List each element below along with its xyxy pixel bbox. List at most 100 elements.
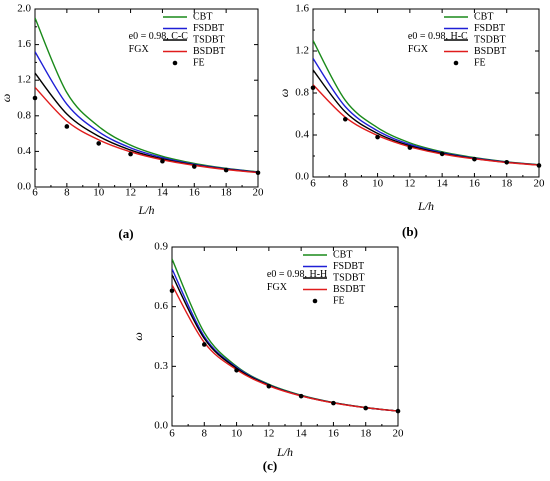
legend-label: BSDBT (474, 46, 506, 57)
chart-panel-1: 6 8 10 12 14 16 18 20 0.0 0.4 0.8 1.2 1.6 2.0 L/h ω (a) C… (0, 3, 264, 241)
x-axis-title: L/h (276, 445, 293, 459)
fe-point (472, 156, 477, 162)
x-tick-label: 16 (328, 428, 340, 440)
x-axis-title: L/h (417, 199, 434, 213)
annotation-text: e0 = 0.98, C-C (129, 31, 189, 42)
fe-point (255, 170, 261, 176)
fe-point (128, 151, 133, 157)
fe-point (160, 158, 165, 164)
y-tick-label: 0.4 (295, 129, 309, 141)
x-tick-label: 6 (310, 178, 316, 190)
series-line-bsdbt (172, 284, 398, 412)
fe-point (363, 405, 369, 411)
fe-point (96, 141, 102, 146)
series-group (313, 40, 539, 166)
legend-label: TSDBT (474, 34, 506, 45)
panel-label: (b) (402, 224, 418, 239)
legend-label: FSDBT (333, 261, 364, 272)
x-tick-label: 14 (157, 187, 169, 199)
y-tick-label: 0.0 (295, 171, 309, 183)
series-line-bsdbt (313, 84, 539, 166)
x-tick-label: 20 (534, 178, 546, 190)
y-tick-label: 0.6 (154, 300, 168, 312)
y-tick-label: 0.9 (154, 241, 168, 253)
fe-point (375, 134, 380, 140)
y-tick-label: 0.0 (154, 420, 168, 432)
fe-point (342, 116, 348, 122)
legend-label: CBT (333, 249, 352, 260)
fe-point (536, 163, 542, 168)
legend-label: FE (193, 57, 205, 68)
fe-point (234, 368, 239, 373)
series-line-cbt (313, 40, 539, 166)
annotation-text: e0 = 0.98, H-C (408, 31, 468, 42)
y-tick-label: 0.3 (154, 360, 168, 372)
legend-label: TSDBT (193, 34, 225, 45)
legend-label: FE (474, 57, 486, 68)
fe-point (439, 151, 445, 157)
y-axis-title: ω (277, 89, 291, 97)
x-tick-label: 18 (360, 428, 372, 440)
panel-label: (a) (118, 226, 133, 241)
y-tick-label: 1.2 (295, 45, 309, 57)
x-tick-label: 16 (189, 187, 201, 199)
x-tick-label: 18 (221, 187, 233, 199)
x-tick-label: 10 (93, 187, 105, 199)
x-tick-label: 8 (343, 178, 349, 190)
x-tick-label: 20 (393, 428, 405, 440)
legend-label: CBT (474, 11, 493, 22)
legend-label: CBT (193, 11, 212, 22)
x-axis-title: L/h (137, 203, 154, 217)
panel-label: (c) (263, 458, 277, 473)
chart-panel-2: 6 8 10 12 14 16 18 200.00.40.81.21.6L/hω(b)CBTF… (277, 3, 545, 239)
fe-point (223, 167, 229, 173)
series-line-fsdbt (35, 51, 258, 173)
x-tick-label: 14 (437, 178, 449, 190)
series-line-bsdbt (35, 86, 258, 174)
legend-label: BSDBT (193, 46, 225, 57)
y-tick-label: 1.6 (17, 38, 31, 50)
y-tick-label: 1.6 (295, 3, 309, 15)
y-tick-label: 1.2 (17, 74, 31, 86)
fe-point (191, 164, 197, 169)
x-tick-label: 12 (404, 178, 415, 190)
fe-point (64, 124, 70, 129)
y-tick-label: 0.0 (17, 181, 31, 193)
y-tick-label: 2.0 (17, 3, 31, 15)
fe-point (201, 342, 207, 347)
x-tick-label: 8 (202, 428, 208, 440)
fe-point (395, 408, 401, 414)
y-tick-label: 0.8 (295, 87, 309, 99)
annotation-text: FGX (408, 44, 429, 55)
legend-label: FE (333, 295, 345, 306)
y-tick-label: 0.8 (17, 109, 31, 121)
legend-marker-fe (453, 60, 459, 66)
x-tick-label: 10 (231, 428, 243, 440)
x-tick-label: 14 (296, 428, 308, 440)
x-tick-label: 20 (253, 187, 265, 199)
annotation-text: FGX (267, 282, 288, 293)
x-tick-label: 10 (372, 178, 384, 190)
fe-point (32, 95, 38, 101)
annotation-text: FGX (129, 44, 150, 55)
x-tick-label: 16 (469, 178, 481, 190)
x-tick-label: 12 (125, 187, 136, 199)
x-tick-label: 18 (501, 178, 513, 190)
annotation-text: e0 = 0.98, H-H (267, 269, 327, 280)
fe-point (310, 85, 316, 91)
fe-point (504, 160, 510, 165)
x-tick-label: 8 (64, 187, 70, 199)
fe-point (169, 288, 175, 294)
x-tick-label: 6 (169, 428, 175, 440)
legend-label: TSDBT (333, 272, 365, 283)
x-tick-label: 12 (263, 428, 274, 440)
x-tick-label: 6 (32, 187, 38, 199)
legend-label: BSDBT (333, 284, 365, 295)
legend-marker-fe (312, 298, 318, 304)
y-axis-title: ω (131, 332, 145, 340)
fe-point (266, 383, 272, 389)
